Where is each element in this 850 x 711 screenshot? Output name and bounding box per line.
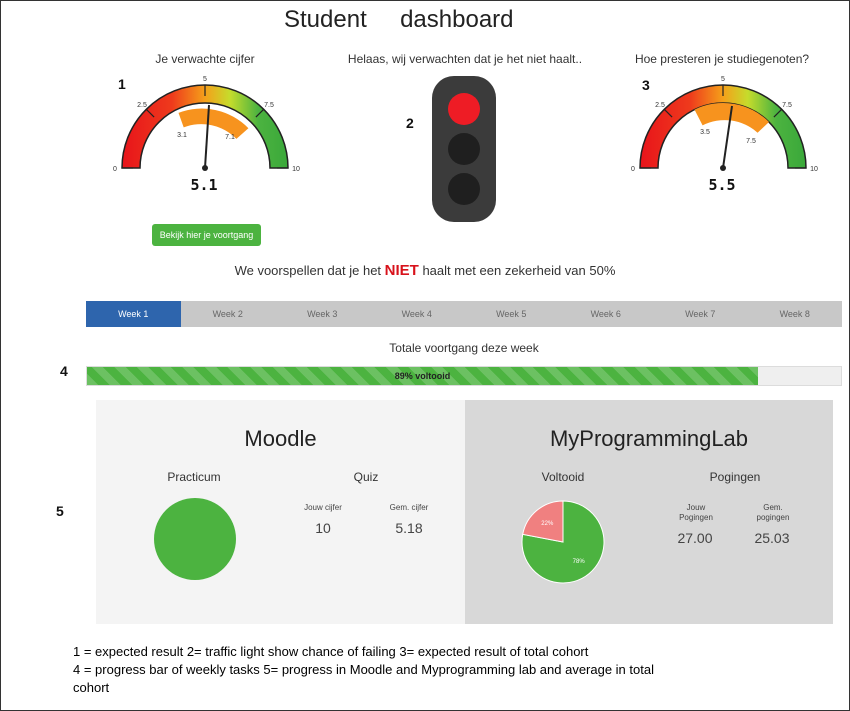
prediction-highlight: NIET (384, 262, 419, 279)
moodle-title: Moodle (244, 426, 317, 451)
gauge-tick-label: 0 (113, 166, 117, 173)
tab-week-4[interactable]: Week 4 (401, 309, 432, 319)
gauge-tick-label: 10 (810, 166, 818, 173)
legend-line: 1 = expected result 2= traffic light sho… (73, 644, 589, 659)
page-title: Student dashboard (284, 6, 514, 33)
traffic-light-red-icon (448, 93, 480, 125)
legend-line: 4 = progress bar of weekly tasks 5= prog… (73, 662, 654, 677)
pie-slice-label: 78% (573, 559, 586, 565)
own-grade-value: 10 (315, 520, 331, 536)
cohort-grade-value: 5.5 (708, 176, 735, 194)
progress-label: 89% voltooid (394, 371, 451, 381)
gauge-band-label: 7.5 (746, 138, 756, 145)
marker-3: 3 (642, 77, 650, 93)
avg-attempts-label: Gem. pogingen (756, 503, 790, 522)
attempts-label: Pogingen (709, 470, 761, 484)
practicum-label: Practicum (167, 470, 221, 484)
pie-slice-label: 22% (541, 521, 554, 527)
tab-week-8[interactable]: Week 8 (779, 309, 810, 319)
tab-week-2[interactable]: Week 2 (212, 309, 243, 319)
figure-legend: 1 = expected result 2= traffic light sho… (73, 643, 773, 697)
own-attempts-value: 27.00 (677, 530, 713, 546)
gauge-tick-label: 2.5 (655, 102, 665, 109)
practicum-pie-slice (154, 498, 236, 580)
traffic-light-green-icon (448, 173, 480, 205)
week-tabs: Week 1 Week 2 Week 3 Week 4 Week 5 Week … (86, 301, 842, 327)
gauge-tick-label: 5 (721, 76, 725, 83)
tab-week-6[interactable]: Week 6 (590, 309, 621, 319)
prediction-suffix: haalt met een zekerheid van 50% (418, 263, 616, 278)
moodle-panel: Moodle Practicum Quiz Jouw cijfer 10 Gem… (96, 400, 465, 624)
expected-grade-caption: Je verwachte cijfer (155, 52, 255, 66)
gauge-needle (722, 105, 733, 169)
gauge-tick-label: 0 (631, 166, 635, 173)
prediction-text: We voorspellen dat je het NIET haalt met… (0, 262, 850, 279)
quiz-label: Quiz (353, 470, 379, 484)
cohort-gauge: 0 2.5 5 7.5 10 3.5 7.5 5.5 (631, 76, 818, 194)
myprogramminglab-panel: MyProgrammingLab Voltooid 78% 22% Poginge… (465, 400, 833, 624)
todo-pie-slice (522, 500, 564, 543)
tab-week-1[interactable]: Week 1 (86, 301, 181, 327)
view-progress-button[interactable]: Bekijk hier je voortgang (152, 224, 261, 246)
gauge-tick-label: 5 (203, 76, 207, 83)
progress-title: Totale voortgang deze week (389, 341, 539, 355)
gauge-tick-label: 7.5 (264, 102, 274, 109)
progress-fill (87, 367, 759, 385)
traffic-light-amber-icon (448, 133, 480, 165)
completed-label: Voltooid (541, 470, 585, 484)
avg-grade-label: Gem. cijfer (389, 503, 429, 512)
gauge-needle (204, 104, 210, 169)
avg-grade-value: 5.18 (395, 520, 423, 536)
cohort-caption: Hoe presteren je studiegenoten? (634, 52, 810, 66)
avg-attempts-value: 25.03 (754, 530, 790, 546)
tab-week-7[interactable]: Week 7 (685, 309, 716, 319)
marker-2: 2 (406, 115, 414, 131)
completed-pie-chart: 78% 22% (521, 500, 605, 584)
weekly-progress-bar: 89% voltooid (86, 366, 842, 386)
legend-line: cohort (73, 680, 110, 695)
gauge-tick-label: 10 (292, 166, 300, 173)
tab-week-5[interactable]: Week 5 (496, 309, 527, 319)
gauge-band-label: 3.1 (177, 132, 187, 139)
gauge-tick-label: 2.5 (137, 102, 147, 109)
marker-1: 1 (118, 76, 126, 92)
expected-grade-gauge: 0 2.5 5 7.5 10 3.1 7.1 5.1 (113, 76, 300, 194)
practicum-pie-chart (154, 498, 236, 580)
gauge-tick-label: 7.5 (782, 102, 792, 109)
marker-4: 4 (60, 363, 68, 379)
tab-week-3[interactable]: Week 3 (307, 309, 338, 319)
marker-5: 5 (56, 503, 64, 519)
traffic-light (432, 76, 496, 222)
own-grade-label: Jouw cijfer (304, 503, 342, 512)
gauge-band-label: 3.5 (700, 129, 710, 136)
own-attempts-label: Jouw Pogingen (679, 503, 713, 522)
traffic-light-caption: Helaas, wij verwachten dat je het niet h… (347, 52, 583, 66)
expected-grade-value: 5.1 (190, 176, 217, 194)
mpl-title: MyProgrammingLab (549, 426, 749, 451)
gauge-band-label: 7.1 (225, 134, 235, 141)
prediction-prefix: We voorspellen dat je het (234, 263, 385, 278)
